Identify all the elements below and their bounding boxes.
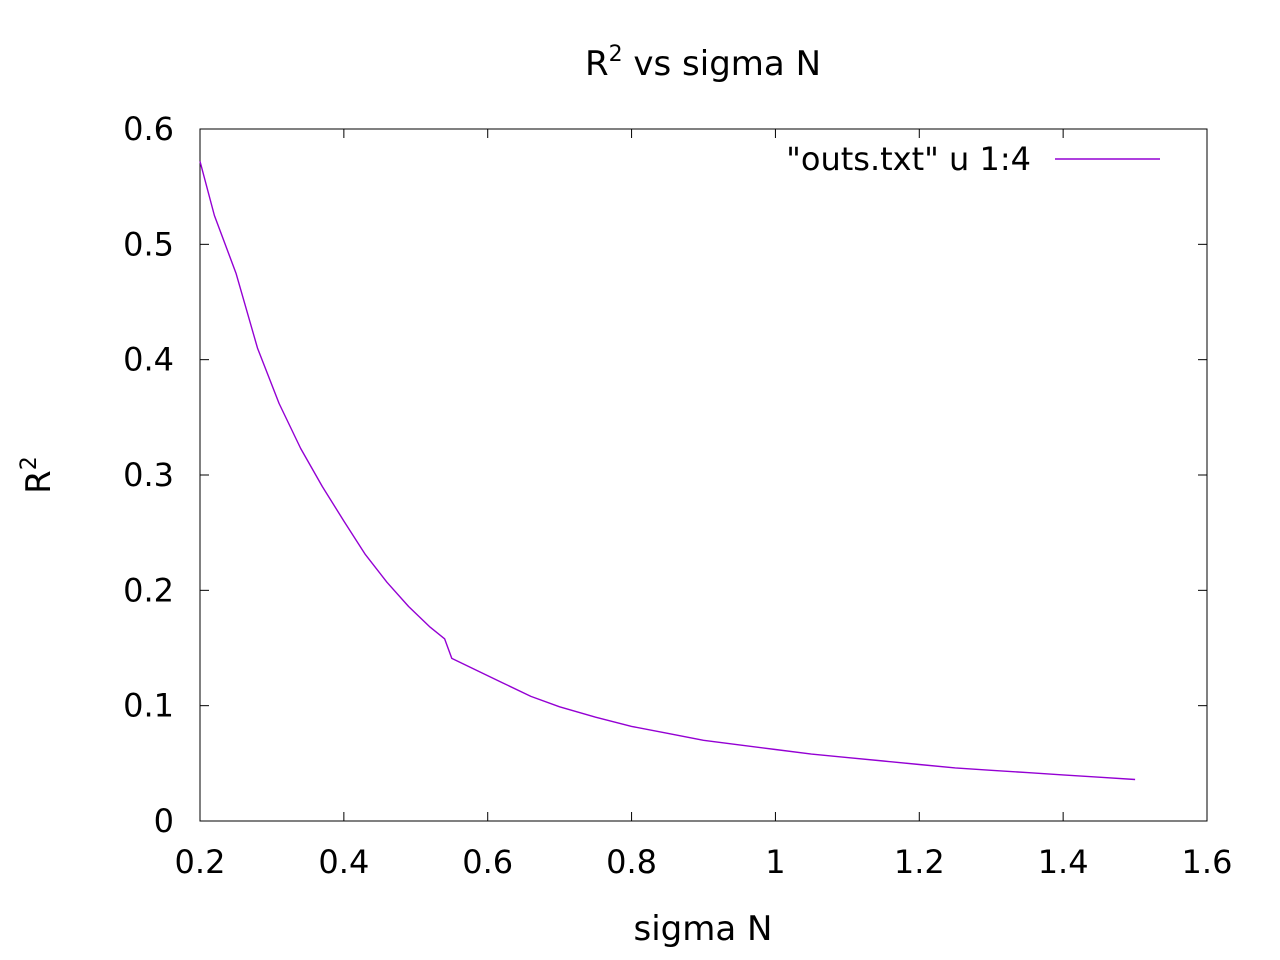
x-tick-label: 1 [765, 843, 785, 881]
y-tick-label: 0.5 [123, 225, 174, 263]
x-tick-labels: 0.2 0.4 0.6 0.8 1 1.2 1.4 1.6 [175, 843, 1233, 881]
y-tick-label: 0 [154, 802, 174, 840]
chart-title-main: R [585, 44, 609, 84]
x-ticks [199, 129, 1208, 821]
y-tick-label: 0.2 [123, 571, 174, 609]
y-tick-labels: 0 0.1 0.2 0.3 0.4 0.5 0.6 [123, 110, 174, 840]
y-axis-label-sup: 2 [17, 456, 42, 470]
x-tick-label: 0.4 [318, 843, 369, 881]
x-tick-label: 1.4 [1038, 843, 1089, 881]
legend: "outs.txt" u 1:4 [786, 140, 1160, 178]
plot-frame [199, 128, 1208, 822]
x-tick-label: 1.2 [894, 843, 945, 881]
y-tick-label: 0.1 [123, 687, 174, 725]
series-line [199, 161, 1136, 781]
y-axis-label-main: R [19, 470, 59, 494]
x-tick-label: 1.6 [1182, 843, 1233, 881]
x-tick-label: 0.6 [462, 843, 513, 881]
x-tick-label: 0.8 [606, 843, 657, 881]
legend-label: "outs.txt" u 1:4 [786, 140, 1031, 178]
chart-title-rest: vs sigma N [623, 44, 821, 84]
x-axis-label: sigma N [634, 909, 773, 949]
y-ticks [200, 128, 1207, 822]
y-tick-label: 0.6 [123, 110, 174, 148]
y-tick-label: 0.4 [123, 341, 174, 379]
y-tick-label: 0.3 [123, 456, 174, 494]
y-axis-label: R2 [17, 456, 59, 494]
chart-title: R2 vs sigma N [585, 42, 821, 84]
chart-title-sup: 2 [609, 42, 623, 67]
x-tick-label: 0.2 [175, 843, 226, 881]
